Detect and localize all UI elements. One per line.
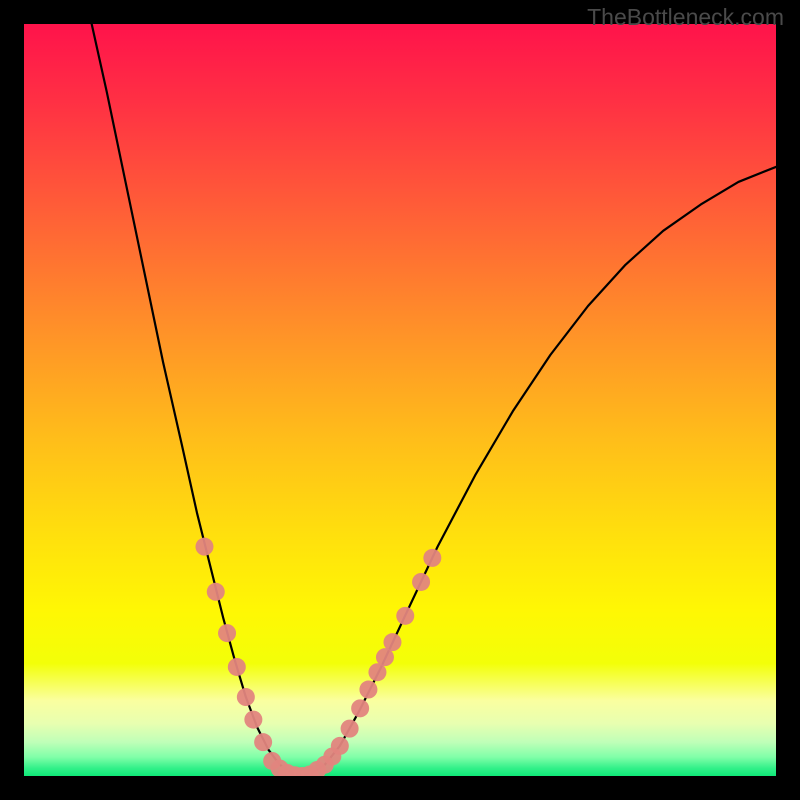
data-marker <box>195 538 213 556</box>
plot-area <box>24 24 776 776</box>
watermark-text: TheBottleneck.com <box>587 4 784 31</box>
data-marker <box>341 720 359 738</box>
data-marker <box>423 549 441 567</box>
data-marker <box>207 583 225 601</box>
data-marker <box>218 624 236 642</box>
plot-svg <box>24 24 776 776</box>
data-marker <box>396 607 414 625</box>
data-marker <box>237 688 255 706</box>
data-marker <box>359 681 377 699</box>
chart-root: TheBottleneck.com <box>0 0 800 800</box>
data-marker <box>383 633 401 651</box>
data-marker <box>351 699 369 717</box>
data-marker <box>254 733 272 751</box>
data-marker <box>228 658 246 676</box>
gradient-background <box>24 24 776 776</box>
data-marker <box>412 573 430 591</box>
data-marker <box>244 711 262 729</box>
data-marker <box>331 737 349 755</box>
